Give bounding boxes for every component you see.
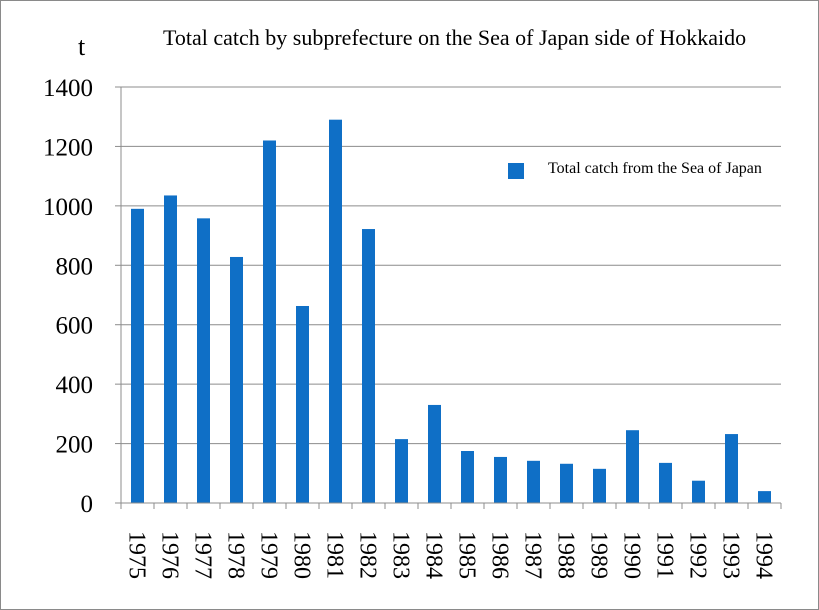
- axes: [115, 86, 782, 509]
- legend-swatch: [508, 163, 524, 179]
- y-tick-labels: 0 200 400 600 800 1000 1200 1400: [43, 75, 93, 518]
- x-tick-label: 1984: [421, 531, 447, 579]
- y-axis-unit: t: [78, 32, 86, 61]
- x-tick-label: 1977: [190, 531, 216, 579]
- x-tick-label: 1988: [553, 531, 579, 579]
- x-tick-label: 1993: [718, 531, 744, 579]
- bar-1985: [461, 451, 474, 503]
- bar-1982: [362, 229, 375, 503]
- y-tick-label: 1000: [43, 194, 93, 221]
- y-tick-label: 400: [56, 372, 94, 399]
- gridlines: [121, 86, 781, 445]
- y-tick-label: 0: [81, 491, 94, 518]
- x-tick-label: 1978: [223, 531, 249, 579]
- x-tick-label: 1981: [322, 531, 348, 579]
- x-tick-label: 1975: [124, 531, 150, 579]
- x-tick-label: 1983: [388, 531, 414, 579]
- x-tick-label: 1994: [751, 531, 777, 579]
- bar-1978: [230, 256, 243, 503]
- bar-1991: [659, 462, 672, 503]
- x-tick-label: 1985: [454, 531, 480, 579]
- x-tick-labels: 1975 1976 1977 1978 1979 1980 1981 1982 1983 1984…: [124, 531, 777, 579]
- x-tick-label: 1991: [652, 531, 678, 579]
- bar-1987: [527, 460, 540, 503]
- x-tick-label: 1990: [619, 531, 645, 579]
- bar-1980: [296, 305, 309, 503]
- bar-1993: [725, 434, 738, 503]
- bar-1981: [329, 119, 342, 503]
- bar-1984: [428, 404, 441, 503]
- bar-1983: [395, 439, 408, 503]
- x-tick-label: 1986: [487, 531, 513, 579]
- x-tick-label: 1980: [289, 531, 315, 579]
- x-tick-label: 1992: [685, 531, 711, 579]
- bar-1986: [494, 456, 507, 503]
- x-tick-label: 1979: [256, 531, 282, 579]
- y-tick-label: 800: [56, 253, 94, 280]
- bar-1992: [692, 480, 705, 503]
- x-tick-label: 1982: [355, 531, 381, 579]
- bars: [131, 119, 771, 504]
- y-tick-label: 600: [56, 313, 94, 340]
- x-tick-label: 1976: [157, 531, 183, 579]
- y-tick-label: 200: [56, 432, 94, 459]
- bar-1975: [131, 208, 144, 504]
- bar-1990: [626, 430, 639, 503]
- y-tick-label: 1200: [43, 134, 93, 161]
- x-tick-label: 1987: [520, 531, 546, 579]
- bar-1988: [560, 463, 573, 503]
- bar-1977: [197, 218, 210, 503]
- bar-1979: [263, 140, 276, 503]
- legend-label: Total catch from the Sea of Japan: [548, 160, 762, 177]
- bar-1976: [164, 195, 177, 503]
- y-tick-label: 1400: [43, 75, 93, 102]
- bar-1994: [758, 491, 771, 503]
- chart-title: Total catch by subprefecture on the Sea …: [163, 25, 747, 50]
- bar-1989: [593, 468, 606, 503]
- x-tick-label: 1989: [586, 531, 612, 579]
